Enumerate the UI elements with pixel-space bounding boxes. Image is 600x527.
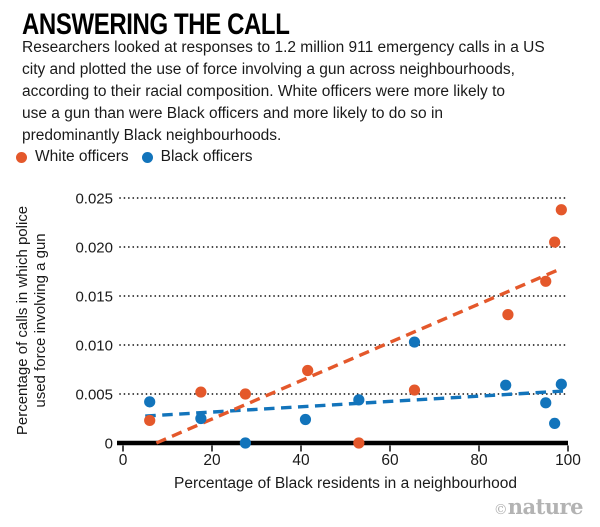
data-point (540, 397, 552, 409)
data-point (549, 417, 561, 429)
data-point (408, 336, 421, 348)
y-tick-label: 0 (105, 436, 113, 453)
description-line: Researchers looked at responses to 1.2 m… (22, 39, 545, 56)
white-officers-dot-icon (16, 151, 27, 163)
data-point (144, 396, 156, 408)
description-line: according to their racial composition. W… (22, 83, 505, 100)
y-axis-title: Percentage of calls in which police used … (14, 206, 49, 435)
y-axis-title-line: used force involving a gun (32, 233, 49, 407)
x-axis-title: Percentage of Black residents in a neigh… (174, 475, 517, 492)
data-point (302, 364, 314, 377)
data-point (239, 388, 251, 400)
legend-label: White officers (35, 148, 129, 165)
legend-item-white-officers: White officers (16, 148, 129, 166)
data-point (353, 437, 365, 449)
page-title-text: ANSWERING THE CALL (22, 8, 290, 41)
black-officers-dot-icon (141, 151, 153, 163)
y-axis-title-line: Percentage of calls in which police (14, 206, 31, 435)
data-point (408, 384, 421, 396)
x-ticks: 0 20 40 60 80 100 (119, 445, 581, 469)
series-black-officers (144, 336, 567, 449)
data-point (239, 437, 251, 449)
description-line: predominantly Black neighbourhoods. (22, 127, 282, 144)
data-point (144, 414, 156, 427)
description-line: use a gun than were Black officers and m… (22, 105, 444, 122)
x-tick-label: 100 (555, 452, 581, 469)
data-point (555, 378, 567, 390)
y-tick-label: 0.015 (75, 289, 113, 306)
data-point (540, 275, 552, 287)
y-tick-labels: 0 0.005 0.010 0.015 0.020 0.025 (75, 191, 113, 453)
legend: White officers Black officers (16, 148, 253, 166)
data-point (353, 394, 365, 406)
y-tick-label: 0.005 (75, 387, 113, 404)
trend-line-black (145, 389, 564, 418)
data-point (549, 236, 561, 248)
data-point (555, 204, 567, 216)
description-line: city and plotted the use of force involv… (22, 61, 515, 78)
data-point (195, 386, 207, 398)
trend-line-white (155, 266, 562, 445)
y-tick-label: 0.025 (75, 191, 113, 208)
x-tick-label: 80 (470, 452, 488, 469)
data-point (299, 413, 312, 426)
x-tick-label: 20 (203, 452, 221, 469)
x-tick-label: 60 (381, 452, 399, 469)
chart-area: 0 0.005 0.010 0.015 0.020 0.025 Percentage of … (0, 170, 600, 527)
nature-credit-text: nature (507, 494, 584, 519)
copyright-icon: © (493, 502, 508, 518)
legend-item-black-officers: Black officers (141, 148, 253, 166)
nature-credit: ©nature (493, 494, 584, 519)
x-tick-label: 40 (292, 452, 310, 469)
scatter-plot: 0 0.005 0.010 0.015 0.020 0.025 Percentage of … (14, 191, 581, 493)
data-point (500, 379, 512, 391)
y-tick-label: 0.020 (75, 240, 113, 257)
data-point (195, 412, 207, 425)
data-point (502, 309, 514, 321)
legend-label: Black officers (160, 148, 253, 165)
description: Researchers looked at responses to 1.2 m… (22, 37, 545, 147)
series-white-officers (144, 204, 567, 449)
x-tick-label: 0 (119, 452, 128, 469)
page-title: ANSWERING THE CALL (22, 5, 356, 42)
y-tick-label: 0.010 (75, 338, 113, 355)
